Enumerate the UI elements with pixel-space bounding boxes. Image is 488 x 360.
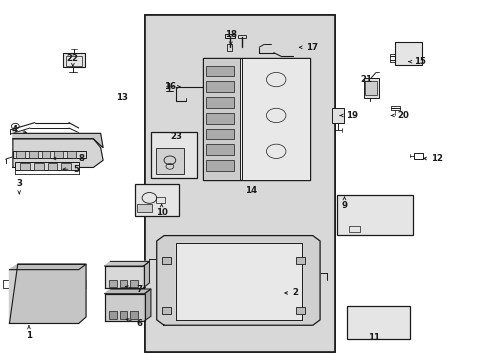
Bar [104, 294, 144, 320]
Text: 5: 5 [63, 165, 79, 174]
Bar [109, 311, 117, 319]
Bar [151, 132, 197, 178]
Polygon shape [104, 289, 151, 294]
Bar [203, 58, 310, 180]
Polygon shape [176, 243, 302, 320]
Polygon shape [104, 261, 149, 266]
Polygon shape [143, 261, 149, 288]
Bar [79, 280, 86, 288]
Bar [67, 151, 76, 158]
Bar [389, 54, 394, 62]
Bar [120, 280, 127, 287]
Text: 4: 4 [11, 125, 26, 134]
Bar [137, 204, 152, 212]
Bar [120, 311, 127, 319]
Text: 22: 22 [67, 54, 79, 66]
Bar [205, 129, 234, 139]
Bar [3, 280, 10, 288]
Text: 17: 17 [299, 43, 317, 52]
Text: 23: 23 [170, 132, 182, 141]
Bar [242, 58, 310, 180]
Bar [365, 81, 376, 95]
Bar [156, 148, 183, 174]
Bar [109, 280, 117, 287]
Text: 9: 9 [341, 197, 347, 210]
Bar [203, 58, 239, 180]
Bar [245, 135, 253, 144]
Bar [104, 266, 143, 288]
Bar [41, 151, 50, 158]
Bar [15, 162, 79, 170]
Text: 12: 12 [423, 154, 442, 163]
Bar [16, 151, 25, 158]
Text: 21: 21 [360, 75, 372, 84]
Bar [144, 15, 334, 352]
Bar [205, 160, 234, 171]
Bar [20, 163, 30, 170]
Text: 13: 13 [115, 93, 127, 102]
Bar [61, 163, 71, 170]
Text: 15: 15 [407, 57, 425, 66]
Bar [413, 153, 422, 159]
Bar [205, 144, 234, 155]
Polygon shape [13, 134, 103, 148]
Bar [394, 42, 421, 65]
Bar [238, 35, 245, 39]
Bar [227, 44, 232, 51]
Bar [54, 151, 63, 158]
Bar [205, 97, 234, 108]
Bar [47, 163, 57, 170]
Bar [336, 195, 412, 234]
Bar [144, 15, 334, 352]
Text: 7: 7 [125, 285, 142, 294]
Polygon shape [144, 289, 151, 320]
Bar [295, 307, 305, 315]
Text: 3: 3 [16, 179, 22, 194]
Bar [346, 306, 409, 338]
Bar [205, 113, 234, 124]
Bar [144, 15, 334, 352]
Text: 8: 8 [53, 154, 84, 163]
Bar [34, 163, 43, 170]
Bar [130, 311, 138, 319]
Bar [63, 53, 85, 67]
Text: 11: 11 [367, 333, 379, 342]
Text: 18: 18 [224, 30, 236, 45]
Bar [161, 307, 171, 315]
Bar [130, 280, 138, 287]
Text: 2: 2 [284, 288, 298, 297]
Bar [13, 150, 86, 158]
Bar [363, 78, 378, 98]
Bar [205, 81, 234, 92]
Polygon shape [9, 270, 79, 323]
Text: 14: 14 [244, 186, 256, 195]
Bar [161, 257, 171, 264]
Bar [65, 56, 82, 66]
Bar [348, 226, 359, 232]
Bar [224, 34, 234, 39]
Bar [331, 108, 344, 123]
Polygon shape [9, 264, 86, 270]
Text: 1: 1 [26, 326, 32, 341]
Text: 20: 20 [390, 111, 408, 120]
Polygon shape [9, 264, 86, 323]
Bar [295, 257, 305, 264]
Bar [29, 151, 38, 158]
Bar [390, 106, 399, 110]
Text: 6: 6 [126, 319, 142, 328]
Polygon shape [157, 235, 320, 325]
Text: 10: 10 [155, 204, 167, 217]
Bar [205, 66, 234, 76]
Text: 19: 19 [340, 111, 357, 120]
Bar [156, 197, 164, 203]
Text: 16: 16 [163, 82, 180, 91]
Bar [135, 184, 178, 216]
Polygon shape [13, 139, 103, 167]
